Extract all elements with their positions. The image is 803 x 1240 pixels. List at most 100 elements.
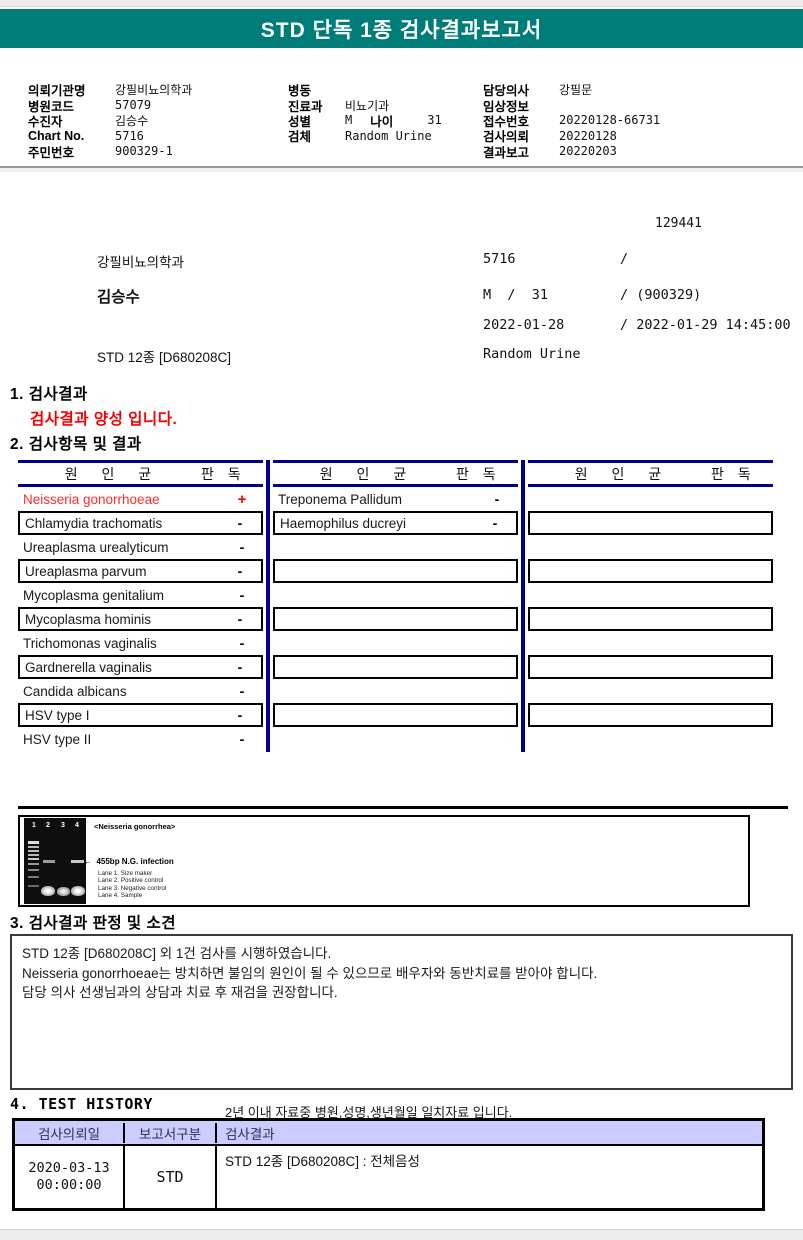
field-label: Chart No. bbox=[28, 128, 85, 143]
ladder-band bbox=[28, 841, 39, 844]
positive-control-band bbox=[43, 860, 55, 863]
organism-result: - bbox=[237, 707, 243, 723]
history-date-cell: 2020-03-13 00:00:00 bbox=[15, 1146, 125, 1208]
header-column-right: 담당의사 강필문 임상정보 접수번호 20220128-66731 검사의뢰 2022… bbox=[483, 82, 783, 160]
header-field-row: 진료과 비뇨기과 bbox=[288, 97, 483, 114]
field-label: 성별 bbox=[288, 114, 312, 129]
ladder-band bbox=[28, 885, 39, 887]
header-field-row: 검체 Random Urine bbox=[288, 128, 483, 145]
organism-name: Trichomonas vaginalis bbox=[23, 635, 157, 651]
column-header: 검사의뢰일 bbox=[15, 1122, 125, 1143]
field-label: 주민번호 bbox=[28, 145, 75, 160]
field-value: 비뇨기과 bbox=[345, 98, 390, 113]
legend-line: Lane 2. Positive control bbox=[98, 877, 164, 885]
header-organism: 원 인 균 bbox=[64, 465, 155, 482]
horizontal-rule bbox=[18, 806, 788, 809]
request-date: 2022-01-28 bbox=[483, 317, 565, 333]
ladder-band bbox=[28, 858, 39, 860]
organism-column-1: 원 인 균 판 독 Neisseria gonorrhoeae + Chlamydi… bbox=[18, 460, 263, 752]
comment-box: STD 12종 [D680208C] 외 1건 검사를 시행하였습니다. Nei… bbox=[10, 934, 793, 1090]
history-time: 00:00:00 bbox=[36, 1177, 102, 1193]
organism-row: Chlamydia trachomatis - bbox=[18, 511, 263, 535]
lane-number: 2 bbox=[46, 822, 50, 829]
organism-row-empty bbox=[528, 487, 773, 511]
page-edge-top bbox=[0, 0, 803, 7]
field-label: 임상정보 bbox=[483, 99, 530, 114]
field-value: 20220128-66731 bbox=[559, 113, 661, 128]
field-label: 병동 bbox=[288, 84, 312, 99]
header-field-row: 수진자 김승수 bbox=[28, 113, 278, 129]
organism-result: - bbox=[237, 515, 243, 531]
organism-row: Trichomonas vaginalis - bbox=[18, 631, 263, 655]
field-value: 김승수 bbox=[115, 113, 149, 128]
organism-row: HSV type I - bbox=[18, 703, 263, 727]
organism-row-empty bbox=[528, 703, 773, 727]
field-value: 900329-1 bbox=[115, 144, 173, 159]
organism-name: Haemophilus ducreyi bbox=[280, 515, 407, 531]
organism-row-empty bbox=[528, 679, 773, 703]
ladder-band bbox=[28, 846, 39, 848]
history-note: 2년 이내 자료중 병원,성명,생년월일 일치자료 입니다. bbox=[225, 1105, 513, 1120]
header-reading: 판 독 bbox=[201, 465, 243, 482]
organism-name: Chlamydia trachomatis bbox=[25, 515, 163, 531]
field-value: 5716 bbox=[115, 128, 144, 143]
header-field-row: 의뢰기관명 강필비뇨의학과 bbox=[28, 82, 278, 98]
lane-legend: Lane 1. Size maker Lane 2. Positive cont… bbox=[98, 870, 166, 900]
table-vertical-rule bbox=[266, 460, 270, 752]
organism-row-empty bbox=[273, 727, 518, 751]
header-column-left: 의뢰기관명 강필비뇨의학과 병원코드 57079 수진자 김승수 Chart No. 5… bbox=[28, 82, 278, 160]
page-edge-bottom bbox=[0, 1229, 803, 1240]
organism-row: Mycoplasma hominis - bbox=[18, 607, 263, 631]
organism-result: + bbox=[237, 490, 247, 508]
section1-title: 1. 검사결과 bbox=[10, 386, 88, 403]
organism-result: - bbox=[494, 491, 500, 507]
field-value: M bbox=[345, 113, 353, 128]
header-field-row: 결과보고 20220203 bbox=[483, 144, 783, 160]
field-label: 검체 bbox=[288, 130, 312, 145]
organism-row: Ureaplasma urealyticum - bbox=[18, 535, 263, 559]
comment-line: STD 12종 [D680208C] 외 1건 검사를 시행하였습니다. bbox=[22, 946, 332, 961]
field-value: 20220128 bbox=[559, 128, 617, 143]
section4-title: 4. TEST HISTORY bbox=[10, 1095, 153, 1113]
field-value: Random Urine bbox=[345, 128, 432, 143]
organism-row-empty bbox=[273, 535, 518, 559]
legend-line: Lane 1. Size maker bbox=[98, 870, 153, 877]
organism-name: Mycoplasma hominis bbox=[25, 611, 152, 627]
organism-name: Neisseria gonorrhoeae bbox=[23, 491, 160, 507]
organism-result: - bbox=[239, 539, 245, 555]
field-label: 접수번호 bbox=[483, 114, 530, 129]
report-title-bar: STD 단독 1종 검사결과보고서 bbox=[0, 9, 803, 48]
field-label: 수진자 bbox=[28, 114, 63, 129]
organism-row-empty bbox=[528, 559, 773, 583]
document-number: 129441 bbox=[655, 216, 702, 231]
gel-caption: <Neisseria gonorrhea> bbox=[94, 822, 176, 831]
header-field-row: 접수번호 20220128-66731 bbox=[483, 113, 783, 129]
comment-line: 담당 의사 선생님과의 상담과 치료 후 재검을 권장합니다. bbox=[22, 985, 338, 1000]
gel-blob bbox=[57, 887, 70, 896]
organism-result: - bbox=[237, 611, 243, 627]
table-vertical-rule bbox=[521, 460, 525, 752]
legend-line: Lane 3. Negative control bbox=[98, 884, 167, 892]
organism-name: Ureaplasma urealyticum bbox=[23, 539, 169, 555]
lane-number: 1 bbox=[32, 822, 36, 829]
organism-row-empty bbox=[528, 607, 773, 631]
legend-line: Lane 4. Sample bbox=[98, 892, 143, 900]
organism-result: - bbox=[237, 563, 243, 579]
organism-name: Candida albicans bbox=[23, 683, 127, 699]
patient-birth: / (900329) bbox=[620, 287, 702, 303]
organism-name: HSV type I bbox=[25, 707, 90, 723]
organism-row: Haemophilus ducreyi - bbox=[273, 511, 518, 535]
organism-row-positive: Neisseria gonorrhoeae + bbox=[18, 487, 263, 511]
ladder-band bbox=[28, 869, 39, 871]
organism-row: Treponema Pallidum - bbox=[273, 487, 518, 511]
header-reading: 판 독 bbox=[711, 465, 753, 482]
header-organism: 원 인 균 bbox=[574, 465, 665, 482]
arrow-left-icon: ← bbox=[84, 857, 92, 866]
organism-row-empty bbox=[528, 631, 773, 655]
field-value: 31 bbox=[427, 113, 442, 128]
header-field-row: 병원코드 57079 bbox=[28, 97, 278, 114]
history-result-cell: STD 12종 [D680208C] : 전체음성 bbox=[225, 1154, 420, 1169]
